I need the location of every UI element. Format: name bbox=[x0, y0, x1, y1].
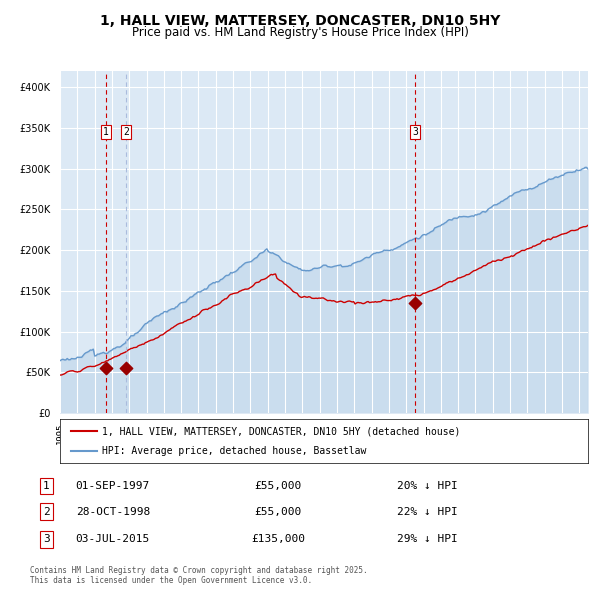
Text: 1: 1 bbox=[43, 481, 50, 491]
Text: 1, HALL VIEW, MATTERSEY, DONCASTER, DN10 5HY: 1, HALL VIEW, MATTERSEY, DONCASTER, DN10… bbox=[100, 14, 500, 28]
Text: £55,000: £55,000 bbox=[255, 481, 302, 491]
Text: 01-SEP-1997: 01-SEP-1997 bbox=[76, 481, 150, 491]
Text: 22% ↓ HPI: 22% ↓ HPI bbox=[397, 507, 458, 517]
Text: 1, HALL VIEW, MATTERSEY, DONCASTER, DN10 5HY (detached house): 1, HALL VIEW, MATTERSEY, DONCASTER, DN10… bbox=[102, 427, 461, 436]
Text: 2: 2 bbox=[124, 127, 129, 137]
Text: 3: 3 bbox=[412, 127, 418, 137]
Text: HPI: Average price, detached house, Bassetlaw: HPI: Average price, detached house, Bass… bbox=[102, 446, 367, 455]
Text: Contains HM Land Registry data © Crown copyright and database right 2025.
This d: Contains HM Land Registry data © Crown c… bbox=[30, 566, 368, 585]
Point bbox=[101, 363, 111, 373]
Text: 3: 3 bbox=[43, 534, 50, 544]
Text: 28-OCT-1998: 28-OCT-1998 bbox=[76, 507, 150, 517]
Point bbox=[122, 363, 131, 373]
Text: Price paid vs. HM Land Registry's House Price Index (HPI): Price paid vs. HM Land Registry's House … bbox=[131, 26, 469, 39]
Text: 1: 1 bbox=[103, 127, 109, 137]
Text: £55,000: £55,000 bbox=[255, 507, 302, 517]
Text: 29% ↓ HPI: 29% ↓ HPI bbox=[397, 534, 458, 544]
Point bbox=[410, 299, 419, 308]
Text: 2: 2 bbox=[43, 507, 50, 517]
Text: £135,000: £135,000 bbox=[251, 534, 305, 544]
Text: 03-JUL-2015: 03-JUL-2015 bbox=[76, 534, 150, 544]
Text: 20% ↓ HPI: 20% ↓ HPI bbox=[397, 481, 458, 491]
